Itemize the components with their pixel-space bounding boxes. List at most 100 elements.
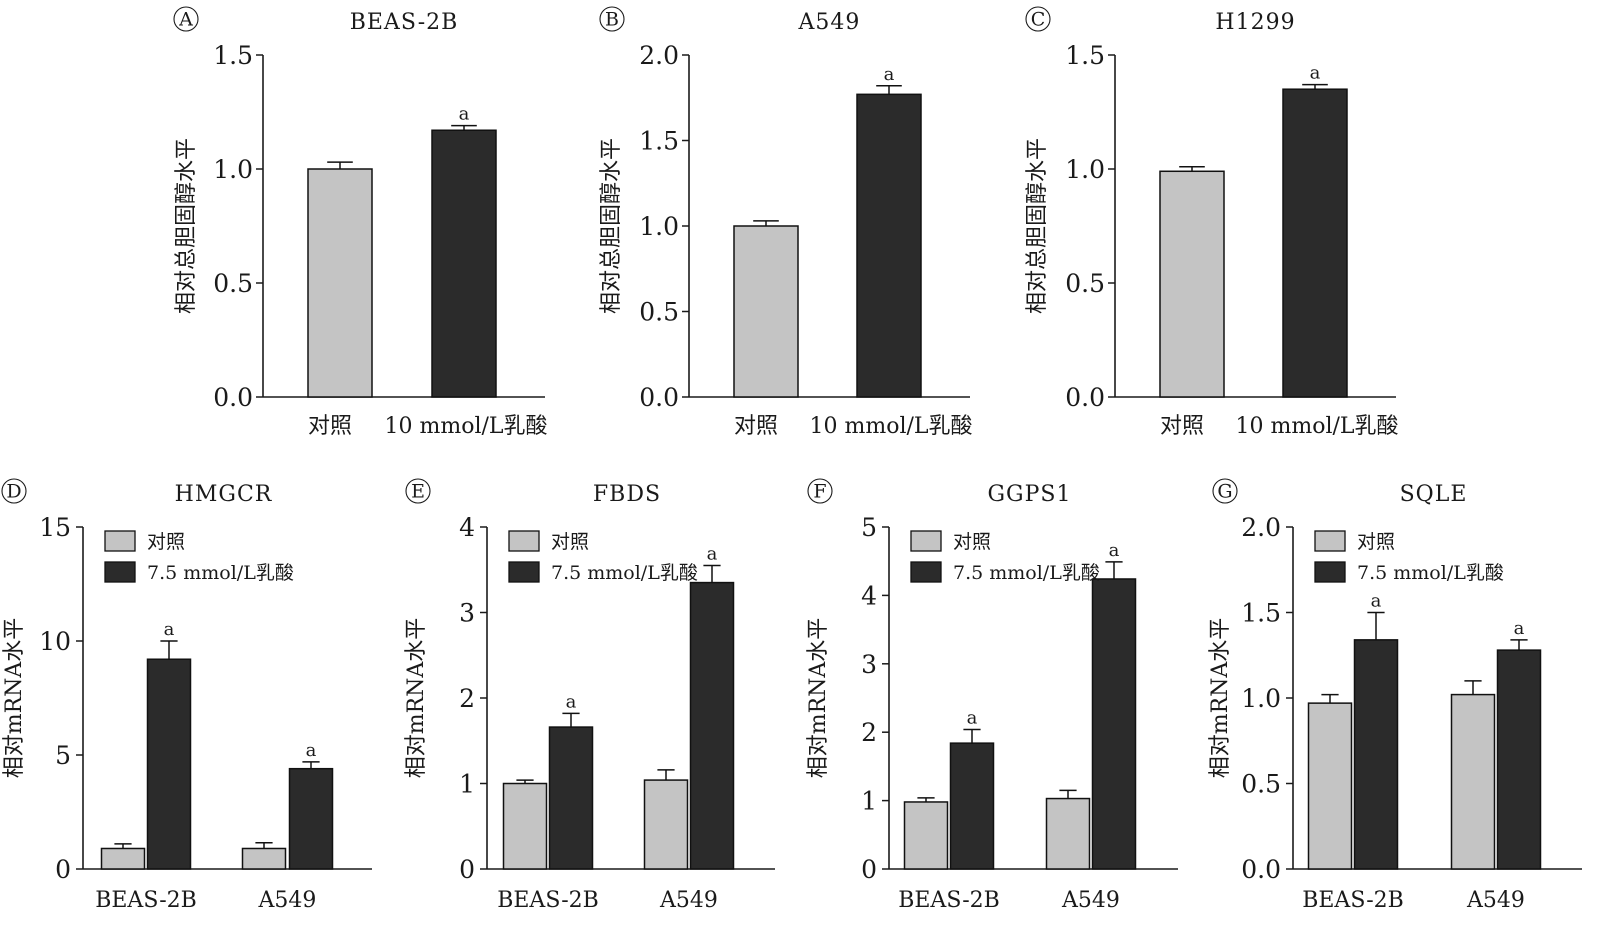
y-tick-label: 2 (459, 684, 475, 713)
y-tick-label: 2 (861, 718, 877, 747)
legend-swatch (104, 530, 136, 552)
y-tick-label: 1 (861, 787, 877, 816)
panel-f: F GGPS1 0 1 2 3 4 5 相对mRNA水平 a a BEAS-2B A549 对照 7.5 m… (806, 478, 1178, 913)
significance-label: a (459, 104, 470, 125)
bar-a549-series0 (1045, 797, 1091, 870)
y-tick-label: 1.5 (1241, 599, 1281, 628)
bar-a549-series1 (1091, 578, 1137, 870)
y-tick-label: 15 (39, 513, 71, 542)
bar-a549-series1 (689, 581, 735, 870)
significance-label: a (164, 619, 175, 640)
y-axis-label: 相对mRNA水平 (1208, 618, 1233, 779)
x-category-label: BEAS-2B (497, 888, 599, 913)
x-category-label: A549 (1061, 888, 1120, 913)
panel-letter-b: B (599, 6, 625, 32)
y-tick-label: 0 (861, 855, 877, 884)
y-axis-label: 相对总胆固醇水平 (599, 138, 624, 314)
panel-letter-circle (173, 6, 199, 32)
panel-b: B A549 0.0 0.5 1.0 1.5 2.0 相对总胆固醇水平 a 对照 10 mmol/L… (599, 6, 973, 439)
y-tick-label: 2.0 (639, 41, 679, 70)
panel-letter-f: F (807, 478, 833, 504)
panel-letter-circle (1025, 6, 1051, 32)
panel-c: C H1299 0.0 0.5 1.0 1.5 相对总胆固醇水平 a 对照 10 mmol/L乳酸 (1025, 6, 1399, 439)
bar-treated (856, 93, 922, 398)
y-tick-label: 0.0 (639, 383, 679, 412)
y-tick-label: 4 (459, 513, 475, 542)
panel-letter-circle (599, 6, 625, 32)
panel-letter-circle (807, 478, 833, 504)
significance-label: a (566, 691, 577, 712)
y-tick-label: 1.0 (1065, 155, 1105, 184)
legend-label: 7.5 mmol/L乳酸 (147, 562, 294, 584)
x-category-label: A549 (1466, 888, 1525, 913)
panel-letter-text: A (178, 9, 193, 31)
x-category-label: BEAS-2B (95, 888, 197, 913)
y-tick-label: 3 (459, 599, 475, 628)
bar-control (733, 225, 799, 398)
legend-label: 7.5 mmol/L乳酸 (953, 562, 1100, 584)
bar-beas-2b-series1 (146, 658, 192, 870)
x-category-label: 对照 (734, 414, 778, 439)
bar-beas-2b-series1 (548, 726, 594, 870)
y-tick-label: 1.0 (639, 212, 679, 241)
panel-letter-text: D (6, 481, 21, 503)
bar-a549-series0 (241, 847, 287, 870)
bar-beas-2b-series0 (100, 847, 146, 870)
significance-label: a (1310, 63, 1321, 84)
y-tick-label: 5 (55, 741, 71, 770)
panel-letter-circle (1212, 478, 1238, 504)
y-tick-label: 1.5 (1065, 41, 1105, 70)
significance-label: a (707, 543, 718, 564)
legend-swatch (104, 561, 136, 583)
significance-label: a (306, 740, 317, 761)
bar-a549-series1 (288, 767, 334, 870)
y-tick-label: 5 (861, 513, 877, 542)
y-tick-label: 0.0 (1241, 855, 1281, 884)
significance-label: a (884, 64, 895, 85)
x-category-label: BEAS-2B (898, 888, 1000, 913)
panel-letter-g: G (1212, 478, 1238, 504)
panel-title: GGPS1 (987, 482, 1071, 507)
panel-letter-text: F (813, 481, 826, 503)
bar-beas-2b-series0 (502, 782, 548, 870)
legend-swatch (508, 530, 540, 552)
y-tick-label: 0.5 (1241, 770, 1281, 799)
legend-swatch (910, 561, 942, 583)
panel-letter-e: E (405, 478, 431, 504)
y-tick-label: 10 (39, 627, 71, 656)
x-category-label: 10 mmol/L乳酸 (1235, 414, 1398, 439)
y-tick-label: 0.5 (639, 298, 679, 327)
y-tick-label: 1 (459, 770, 475, 799)
bar-treated (1282, 88, 1348, 398)
bar-beas-2b-series1 (949, 742, 995, 870)
panel-d: D HMGCR 0 5 10 15 相对mRNA水平 a a BEAS-2B A549 对照 7.5 m… (1, 478, 372, 913)
bar-beas-2b-series0 (1307, 702, 1353, 870)
panel-letter-circle (1, 478, 27, 504)
legend-swatch (1314, 561, 1346, 583)
legend-label: 对照 (953, 531, 991, 553)
panel-title: SQLE (1400, 482, 1468, 507)
y-tick-label: 0 (459, 855, 475, 884)
bar-control (307, 168, 373, 398)
y-tick-label: 3 (861, 650, 877, 679)
y-tick-label: 0 (55, 855, 71, 884)
y-tick-label: 1.5 (639, 127, 679, 156)
y-axis-label: 相对mRNA水平 (806, 618, 831, 779)
panel-letter-a: A (173, 6, 199, 32)
panel-e: E FBDS 0 1 2 3 4 相对mRNA水平 a a BEAS-2B A549 对照 7.5 mmo… (404, 478, 775, 913)
bar-a549-series0 (1450, 693, 1496, 870)
x-category-label: 10 mmol/L乳酸 (809, 414, 972, 439)
legend-swatch (1314, 530, 1346, 552)
y-axis-label: 相对mRNA水平 (2, 618, 27, 779)
y-tick-label: 0.5 (1065, 269, 1105, 298)
panel-title: BEAS-2B (350, 10, 459, 35)
legend-label: 对照 (551, 531, 589, 553)
x-category-label: 对照 (308, 414, 352, 439)
y-axis-label: 相对总胆固醇水平 (1025, 138, 1050, 314)
bar-a549-series1 (1496, 649, 1542, 870)
panel-letter-c: C (1025, 6, 1051, 32)
panel-title: HMGCR (175, 482, 273, 507)
x-category-label: BEAS-2B (1302, 888, 1404, 913)
panel-letter-text: E (411, 481, 425, 503)
